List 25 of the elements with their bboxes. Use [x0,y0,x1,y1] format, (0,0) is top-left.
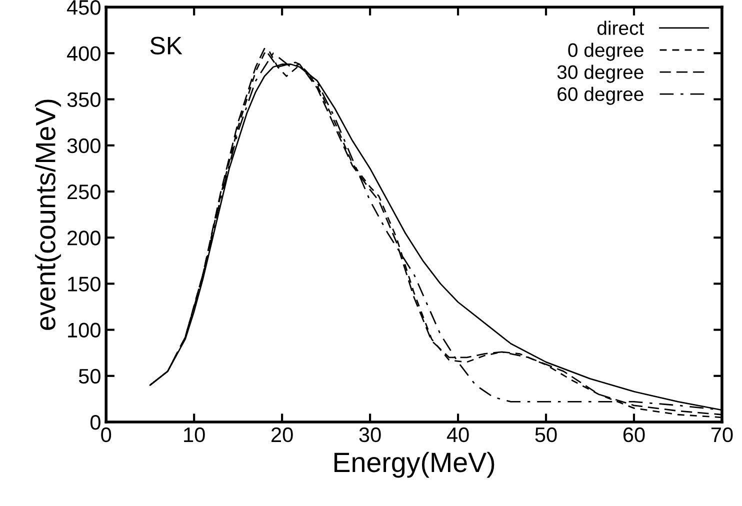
y-tick-label: 150 [68,276,100,292]
y-tick-label: 350 [67,92,100,108]
y-tick-label: 250 [68,184,100,200]
annotation: SK [150,36,182,54]
x-axis-title: Energy(MeV) [334,452,494,478]
y-tick-label: 0 [90,415,100,430]
y-tick-label: 300 [67,138,100,154]
legend-label: 0 degree [568,42,644,61]
legend-label: 60 degree [558,86,644,105]
x-tick-label: 20 [272,427,293,442]
x-tick-label: 10 [184,427,205,442]
y-tick-label: 450 [66,0,100,15]
y-axis-title: event(counts/MeV) [35,100,61,330]
x-tick-label: 50 [535,427,557,442]
x-tick-label: 60 [623,427,645,442]
x-tick-label: 70 [711,427,733,442]
y-tick-label: 400 [66,46,100,61]
x-tick-label: 40 [446,427,469,442]
legend-label: direct [597,20,644,35]
y-tick-label: 200 [68,230,100,246]
y-tick-label: 100 [68,322,100,338]
x-tick-label: 0 [101,427,112,442]
x-tick-label: 30 [359,427,381,442]
y-tick-label: 50 [78,368,100,384]
legend-label: 30 degree [557,64,644,83]
